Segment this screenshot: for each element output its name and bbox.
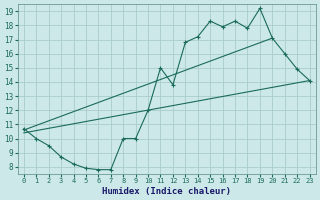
X-axis label: Humidex (Indice chaleur): Humidex (Indice chaleur) xyxy=(102,187,231,196)
